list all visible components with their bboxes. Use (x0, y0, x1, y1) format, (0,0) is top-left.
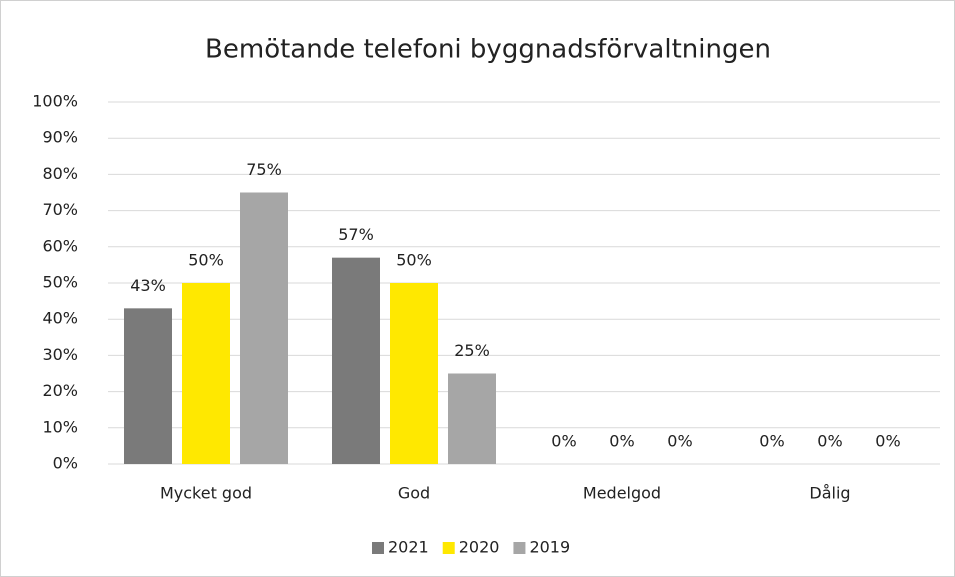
data-label: 0% (759, 432, 784, 451)
data-label: 25% (454, 341, 490, 360)
bar (332, 257, 380, 464)
y-tick-label: 30% (42, 345, 78, 364)
data-label: 50% (396, 251, 432, 270)
data-label: 43% (130, 276, 166, 295)
legend-label: 2021 (388, 538, 429, 557)
data-label: 50% (188, 251, 224, 270)
legend-swatch (513, 542, 526, 554)
y-tick-label: 80% (42, 164, 78, 183)
data-label: 75% (246, 160, 282, 179)
y-tick-label: 60% (42, 236, 78, 255)
data-label: 0% (817, 432, 842, 451)
chart-title: Bemötande telefoni byggnadsförvaltningen (205, 35, 771, 65)
legend-swatch (372, 542, 384, 554)
y-tick-label: 0% (53, 454, 78, 473)
bar (182, 283, 230, 464)
legend-swatch (442, 542, 455, 554)
y-tick-label: 100% (32, 92, 78, 111)
bar (390, 283, 438, 464)
y-tick-label: 10% (42, 417, 78, 436)
y-tick-label: 40% (42, 309, 78, 328)
data-label: 0% (551, 432, 576, 451)
bar (448, 373, 496, 464)
y-tick-label: 50% (42, 273, 78, 292)
data-label: 57% (338, 225, 374, 244)
legend-label: 2020 (459, 538, 500, 557)
bar (124, 308, 172, 464)
data-label: 0% (875, 432, 900, 451)
y-tick-label: 70% (42, 200, 78, 219)
x-tick-label: Mycket god (160, 484, 252, 503)
x-tick-label: Dålig (809, 484, 850, 503)
data-label: 0% (609, 432, 634, 451)
x-tick-label: Medelgod (583, 484, 661, 503)
y-tick-label: 20% (42, 381, 78, 400)
data-label: 0% (667, 432, 692, 451)
bar (240, 192, 288, 464)
x-tick-label: God (398, 484, 430, 503)
legend-label: 2019 (529, 538, 570, 557)
y-tick-label: 90% (42, 128, 78, 147)
